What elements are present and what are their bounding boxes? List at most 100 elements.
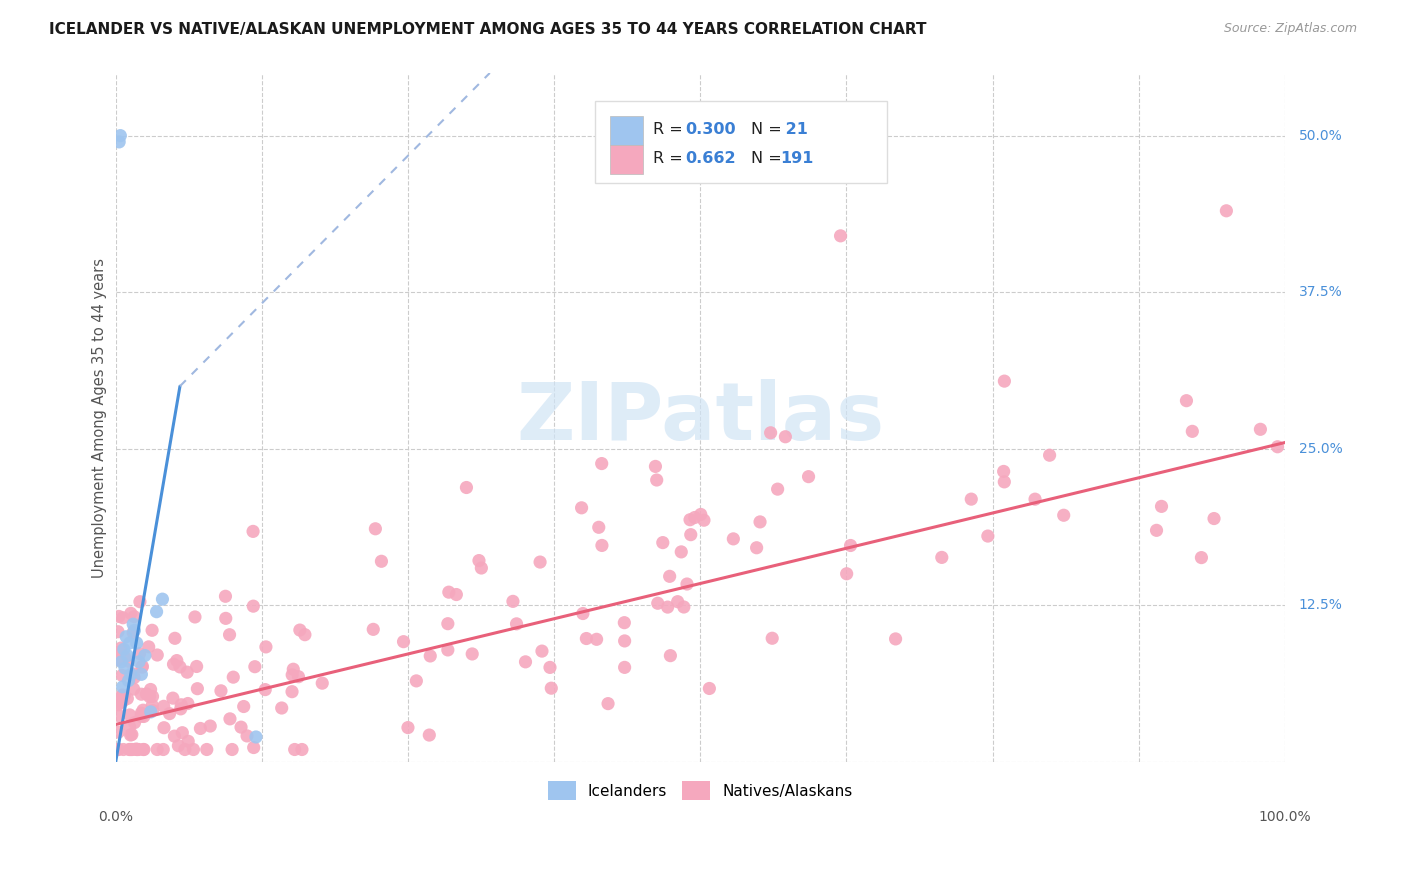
Point [112,742,135,756]
Point [666,595,689,609]
Point [122,617,145,632]
Point [110,128,132,143]
Point [128,647,150,661]
Point [135,687,157,701]
Point [1202,511,1225,525]
Point [699,681,721,696]
Point [141,690,163,704]
Point [1024,492,1046,507]
Text: ICELANDER VS NATIVE/ALASKAN UNEMPLOYMENT AMONG AGES 35 TO 44 YEARS CORRELATION C: ICELANDER VS NATIVE/ALASKAN UNEMPLOYMENT… [49,22,927,37]
Point [184,610,207,624]
Point [396,721,419,735]
Point [186,659,208,673]
Point [107,653,129,667]
Point [111,694,134,708]
Point [177,697,200,711]
Point [122,609,145,624]
Point [657,600,679,615]
Point [190,722,212,736]
Text: 21: 21 [780,122,807,137]
Point [993,374,1015,388]
Point [693,513,716,527]
Point [125,742,148,756]
Point [107,725,129,739]
Point [120,667,142,681]
Y-axis label: Unemployment Among Ages 35 to 44 years: Unemployment Among Ages 35 to 44 years [93,258,107,577]
Point [571,500,593,515]
Point [645,473,668,487]
Text: 0.662: 0.662 [685,151,735,166]
Point [145,605,167,619]
Point [613,660,636,674]
Point [242,599,264,614]
Point [977,529,1000,543]
Point [392,634,415,648]
Point [437,616,460,631]
Bar [610,145,643,174]
Point [745,541,768,555]
Text: N =: N = [751,122,786,137]
Point [505,616,527,631]
Point [775,430,797,444]
Point [118,720,141,734]
Point [232,699,254,714]
Point [679,513,702,527]
Point [141,624,163,638]
Point [186,681,208,696]
Point [118,742,141,756]
Point [723,532,745,546]
Point [242,524,264,539]
Point [120,607,142,621]
Text: ZIPatlas: ZIPatlas [516,378,884,457]
Point [830,228,852,243]
Point [585,632,607,647]
Point [456,481,478,495]
Point [115,630,138,644]
Point [166,654,188,668]
Point [107,698,129,712]
Point [124,624,146,638]
Point [170,698,193,712]
Point [1215,203,1237,218]
Text: R =: R = [654,122,689,137]
Point [138,640,160,654]
Point [540,681,562,696]
Point [294,628,316,642]
Point [108,609,131,624]
Point [591,457,613,471]
Point [502,594,524,608]
Point [270,701,292,715]
Point [254,640,277,654]
Point [797,469,820,483]
Text: 0.300: 0.300 [685,122,735,137]
Point [107,624,129,639]
Point [132,709,155,723]
Point [679,527,702,541]
Point [236,729,259,743]
Point [112,689,135,703]
Point [683,510,706,524]
Point [152,742,174,756]
Point [177,734,200,748]
Point [117,648,139,663]
Point [288,623,311,637]
Point [672,599,695,614]
Point [468,553,491,567]
Point [131,659,153,673]
Text: R =: R = [654,151,689,166]
Point [146,742,169,756]
Point [152,592,174,607]
Point [242,740,264,755]
Point [1150,500,1173,514]
Point [243,659,266,673]
Point [651,535,673,549]
Point [172,725,194,739]
Point [118,742,141,756]
FancyBboxPatch shape [595,101,887,183]
Point [575,632,598,646]
Point [596,697,619,711]
Point [759,425,782,440]
Point [118,708,141,723]
Point [107,708,129,723]
Point [131,660,153,674]
